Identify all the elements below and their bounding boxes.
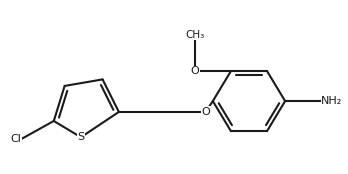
Text: Cl: Cl [10,134,21,144]
Text: O: O [201,107,210,117]
Text: O: O [190,66,199,76]
Text: S: S [77,132,85,142]
Text: NH₂: NH₂ [321,96,342,106]
Text: CH₃: CH₃ [185,30,204,40]
